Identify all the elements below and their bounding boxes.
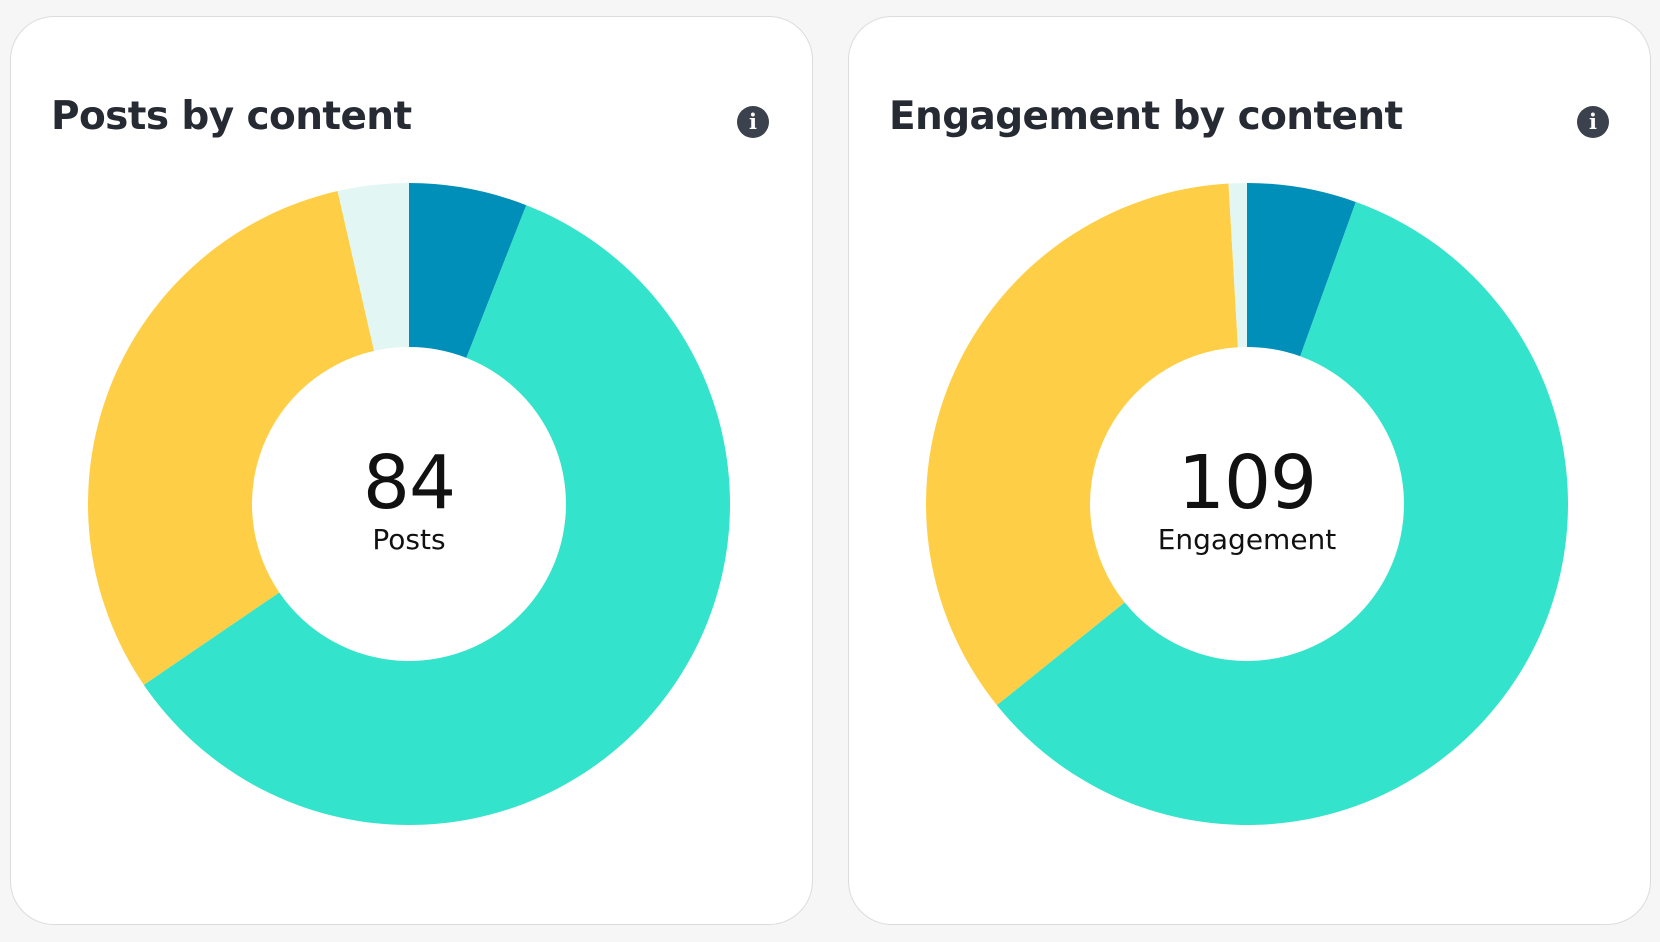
donut-center-value: 109 <box>1177 440 1317 526</box>
donut-center-value: 84 <box>362 440 456 526</box>
donut-segment-2[interactable] <box>996 202 1568 826</box>
info-circle-icon[interactable]: i <box>1577 106 1609 138</box>
posts-by-content-card: Posts by content i 84 Posts <box>10 16 813 925</box>
donut-center-label: Posts <box>372 523 446 556</box>
posts-donut-chart <box>87 183 731 825</box>
donut-segment-4[interactable] <box>1228 183 1247 348</box>
donut-center-label: Engagement <box>1157 523 1337 556</box>
donut-segment-1[interactable] <box>409 183 527 358</box>
donut-segment-1[interactable] <box>1247 183 1356 357</box>
card-title: Posts by content <box>51 94 412 139</box>
engagement-donut-chart <box>926 183 1568 826</box>
donut-segment-2[interactable] <box>143 205 731 825</box>
info-circle-icon[interactable]: i <box>737 106 769 138</box>
donut-segment-4[interactable] <box>337 183 409 351</box>
donut-segment-3[interactable] <box>87 191 375 685</box>
engagement-by-content-card: Engagement by content i 109 Engagement <box>848 16 1651 925</box>
donut-segment-3[interactable] <box>926 183 1238 706</box>
card-title: Engagement by content <box>889 94 1403 139</box>
